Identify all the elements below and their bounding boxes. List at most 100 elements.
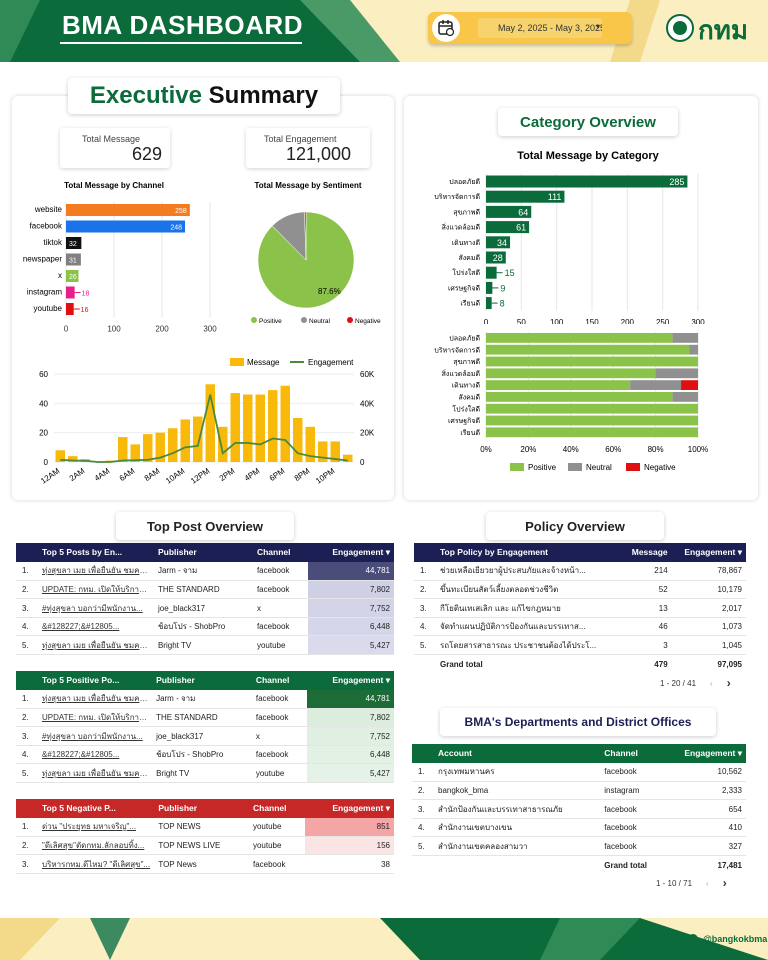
bar — [180, 419, 190, 462]
table-row[interactable]: 3. สำนักป้องกันและบรรเทาสาธารณภัย facebook… — [412, 799, 746, 819]
column-header[interactable]: Engagement ▾ — [332, 802, 390, 813]
bar — [66, 303, 74, 315]
y-tick-label: 20 — [39, 429, 48, 438]
table-cell: 44,781 — [307, 561, 394, 581]
column-header[interactable]: Engagement ▾ — [332, 546, 390, 557]
table-row[interactable]: 5. สำนักงานเขตคลองสามวา facebook 327 — [412, 836, 746, 857]
table-row[interactable]: 3. กีโยตินเทเสเลิก และ แก้ไขกฎหมาย 13 2,017 — [414, 598, 746, 618]
category-label: เดินทางดี — [452, 382, 480, 390]
bar — [330, 441, 340, 462]
row-index: 1. — [412, 762, 434, 782]
category-sentiment-chart: 0% 20% 40% 60% 80% 100% ปลอดภัยดีบริหารจัดการด… — [434, 332, 708, 472]
post-link[interactable]: #ทุ่งสุขลา บอกว่ามีพนักงาน... — [38, 598, 154, 618]
table-row[interactable]: 1. ช่วยเหลือเยียวยาผู้ประสบภัยและจ้างหน้า… — [414, 561, 746, 581]
table-row[interactable]: 3. #ทุ่งสุขลา บอกว่ามีพนักงาน... joe_black… — [16, 598, 394, 618]
chevron-down-icon[interactable]: ▾ — [596, 22, 601, 31]
table-header-row: Top 5 Negative P... Publisher Channel Engag… — [16, 799, 394, 818]
post-link[interactable]: &#128227;&#12805... — [38, 617, 154, 637]
data-label: 31 — [69, 258, 77, 265]
table-row[interactable]: 1. กรุงเทพมหานคร facebook 10,562 — [412, 762, 746, 782]
column-header[interactable]: Engagement ▾ — [684, 747, 742, 758]
table-row[interactable]: 2. "ดีเลิศสุข"ตัดกทม.ลักลอบทิ้ง... TOP NEW… — [16, 836, 394, 856]
header-bar: BMA DASHBOARD May 2, 2025 - May 3, 2025 … — [0, 0, 768, 62]
post-link[interactable]: ทุ่งสุขลา เมย เพื่อยืนยัน ชมคน... — [38, 689, 153, 709]
sentiment-pie-chart: Total Message by Sentiment 87.6% Positive N… — [251, 181, 381, 325]
prev-page-icon[interactable]: ‹ — [710, 678, 713, 688]
pie-data-label: 87.6% — [318, 287, 341, 296]
bar — [280, 385, 290, 462]
bar-segment — [681, 380, 698, 390]
table-row[interactable]: 5. ทุ่งสุขลา เมย เพื่อยืนยัน ชมคน... Brigh… — [16, 763, 394, 784]
youtube-social-icon[interactable] — [664, 934, 674, 944]
x-tick-label: 4PM — [243, 466, 262, 483]
post-link[interactable]: "ดีเลิศสุข"ตัดกทม.ลักลอบทิ้ง... — [38, 836, 155, 856]
post-link[interactable]: บริหารกทม.ดีไหม? "ดีเลิศสุข"... — [38, 854, 155, 874]
table-row[interactable]: 1. ด่วน "ประยุทธ มหาเจริญ"... TOP NEWS yout… — [16, 817, 394, 837]
social-icons — [640, 934, 698, 944]
table-cell: 410 — [663, 818, 746, 838]
date-range-picker[interactable]: May 2, 2025 - May 3, 2025 ▾ — [428, 12, 632, 44]
next-page-icon[interactable]: › — [722, 876, 727, 890]
table-row[interactable]: 2. UPDATE: กทม. เปิดให้บริการ... THE STAND… — [16, 580, 394, 600]
table-cell: x — [252, 598, 308, 618]
table-row[interactable]: 4. สำนักงานเขตบางเขน facebook 410 — [412, 818, 746, 838]
table-row[interactable]: 2. ขึ้นทะเบียนสัตว์เลี้ยงตลอดช่วงชีวิต 52 1… — [414, 580, 746, 600]
table-row[interactable]: 4. &#128227;&#12805... ช้อบโปร - ShobPro fa… — [16, 617, 394, 637]
table-cell: facebook — [252, 580, 308, 600]
pager-text: 1 - 10 / 71 — [656, 878, 693, 888]
social-handle[interactable]: @bangkokbma — [703, 934, 768, 944]
table-cell: รถโดยสารสาธารณะ ประชาชนต้องได้ประโ... — [436, 635, 622, 656]
bar — [66, 253, 81, 266]
bar — [255, 394, 265, 462]
bar — [130, 444, 140, 462]
table-row[interactable]: 5. รถโดยสารสาธารณะ ประชาชนต้องได้ประโ... 3… — [414, 635, 746, 656]
table-header-row: Top 5 Posts by En... Publisher Channel Enga… — [16, 543, 394, 562]
table-cell: THE STANDARD — [153, 580, 253, 600]
tiktok-social-icon[interactable] — [688, 934, 698, 944]
row-index: 4. — [16, 745, 38, 765]
post-link[interactable]: UPDATE: กทม. เปิดให้บริการ... — [38, 708, 153, 728]
post-link[interactable]: ทุ่งสุขลา เมย เพื่อยืนยัน ชมคน... — [38, 763, 153, 784]
table-row[interactable]: 3. บริหารกทม.ดีไหม? "ดีเลิศสุข"... TOP New… — [16, 854, 394, 874]
legend-label: Engagement — [308, 358, 354, 367]
table-row[interactable]: 2. bangkok_bma instagram 2,333 — [412, 781, 746, 801]
table-row[interactable]: 4. จัดทำแผนปฏิบัติการป้องกันและบรรเทาส...… — [414, 617, 746, 637]
category-label: เรียนดี — [460, 429, 480, 437]
table-row[interactable]: 3. #ทุ่งสุขลา บอกว่ามีพนักงาน... joe_black… — [16, 726, 394, 746]
column-header: Channel — [255, 675, 290, 686]
x-social-icon[interactable] — [640, 934, 650, 944]
facebook-social-icon[interactable] — [652, 934, 662, 944]
legend-label: Neutral — [586, 463, 612, 472]
chart-title: Total Message by Category — [517, 150, 659, 162]
post-link[interactable]: #ทุ่งสุขลา บอกว่ามีพนักงาน... — [38, 726, 153, 746]
post-link[interactable]: ทุ่งสุขลา เมย เพื่อยืนยัน ชมคน... — [38, 635, 154, 656]
table-row[interactable]: 2. UPDATE: กทม. เปิดให้บริการ... THE STAND… — [16, 708, 394, 728]
bar — [343, 454, 353, 462]
departments-title: BMA's Departments and District Offices — [440, 708, 716, 736]
data-label: 111 — [548, 192, 562, 202]
grand-total-row: Grand total 479 97,095 — [414, 655, 746, 674]
category-label: โปร่งใสดี — [452, 268, 480, 277]
bar — [486, 221, 530, 234]
table-row[interactable]: 4. &#128227;&#12805... ช้อบโปร - ShobPro fa… — [16, 745, 394, 765]
table-cell: TOP News — [154, 854, 249, 874]
table-row[interactable]: 5. ทุ่งสุขลา เมย เพื่อยืนยัน ชมคน... Brigh… — [16, 635, 394, 656]
bar — [68, 456, 78, 462]
post-link[interactable]: ทุ่งสุขลา เมย เพื่อยืนยัน ชมคน... — [38, 561, 154, 581]
table-row[interactable]: 1. ทุ่งสุขลา เมย เพื่อยืนยัน ชมคน... Jarm … — [16, 689, 394, 709]
post-link[interactable]: &#128227;&#12805... — [38, 745, 153, 765]
category-label: สุขภาพดี — [453, 208, 480, 216]
table-cell: 214 — [621, 561, 672, 581]
post-link[interactable]: ด่วน "ประยุทธ มหาเจริญ"... — [38, 817, 155, 837]
table-cell: 156 — [305, 836, 394, 856]
table-cell: สำนักงานเขตคลองสามวา — [434, 836, 601, 857]
column-header[interactable]: Engagement ▾ — [684, 546, 742, 557]
column-header[interactable]: Engagement ▾ — [332, 674, 390, 685]
table-row[interactable]: 1. ทุ่งสุขลา เมย เพื่อยืนยัน ชมคน... Jarm … — [16, 561, 394, 581]
instagram-social-icon[interactable] — [676, 934, 686, 944]
next-page-icon[interactable]: › — [726, 676, 731, 690]
x-tick-label: 0 — [484, 318, 489, 324]
post-link[interactable]: UPDATE: กทม. เปิดให้บริการ... — [38, 580, 154, 600]
prev-page-icon[interactable]: ‹ — [706, 878, 709, 888]
bar — [486, 205, 532, 218]
